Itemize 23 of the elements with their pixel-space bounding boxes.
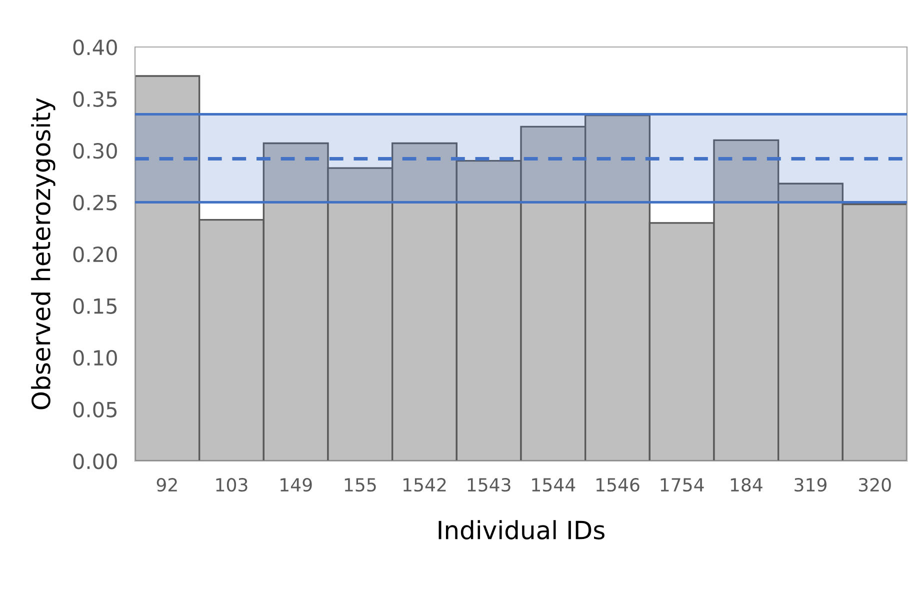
- x-tick-label: 1542: [404, 478, 446, 492]
- x-tick-label: 1544: [532, 478, 576, 492]
- y-axis-title: Observed heterozygosity: [31, 98, 56, 410]
- x-tick-label: 92: [156, 478, 177, 492]
- y-tick-label: 0.25: [73, 194, 117, 210]
- x-tick-label: 103: [216, 478, 248, 492]
- x-tick-label: 1546: [596, 478, 640, 492]
- x-tick-label: 155: [344, 478, 376, 492]
- y-tick-label: 0.35: [73, 91, 117, 107]
- y-tick-label: 0.10: [73, 350, 117, 366]
- x-axis-title: Individual IDs: [438, 520, 604, 540]
- y-tick-label: 0.30: [73, 142, 117, 159]
- x-tick-label: 184: [730, 478, 762, 492]
- y-tick-label: 0.00: [73, 453, 117, 470]
- y-tick-label: 0.05: [73, 402, 117, 418]
- y-tick-label: 0.40: [73, 39, 117, 56]
- x-tick-label: 319: [794, 478, 826, 492]
- y-tick-label: 0.15: [73, 298, 117, 314]
- y-tick-label: 0.20: [73, 246, 117, 262]
- x-tick-label: 320: [858, 478, 891, 492]
- x-tick-label: 1543: [468, 478, 510, 492]
- x-tick-label: 149: [280, 478, 312, 492]
- x-tick-label: 1754: [660, 478, 704, 492]
